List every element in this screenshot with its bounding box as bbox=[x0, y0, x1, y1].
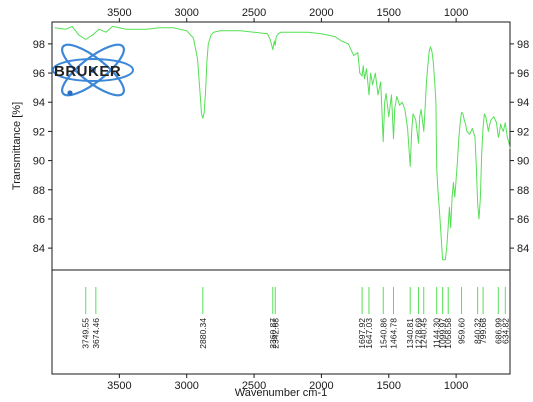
peak-label: 959.60 bbox=[457, 318, 467, 344]
peak-label: 1240.45 bbox=[419, 318, 429, 349]
top-x-tick-label: 3500 bbox=[107, 7, 131, 19]
bottom-x-tick-label: 3000 bbox=[174, 380, 198, 392]
x-axis-label: Wavenumber cm-1 bbox=[235, 387, 328, 399]
peak-label: 1058.58 bbox=[443, 318, 453, 349]
right-y-tick-label: 94 bbox=[517, 97, 529, 109]
left-y-tick-label: 88 bbox=[33, 185, 45, 197]
peak-label: 2360.87 bbox=[268, 318, 278, 349]
left-y-tick-label: 84 bbox=[33, 243, 45, 255]
bottom-x-tick-label: 2500 bbox=[242, 380, 266, 392]
peak-label: 3749.55 bbox=[81, 318, 91, 349]
y-axis-label: Transmittance [%] bbox=[11, 102, 23, 190]
peak-label: 799.68 bbox=[478, 318, 488, 344]
plot-frame bbox=[51, 21, 511, 375]
bottom-x-tick-label: 3500 bbox=[107, 380, 131, 392]
right-y-tick-label: 98 bbox=[517, 39, 529, 51]
left-y-tick-label: 94 bbox=[33, 97, 45, 109]
left-y-tick-label: 92 bbox=[33, 126, 45, 138]
peak-label: 2880.34 bbox=[198, 318, 208, 349]
bottom-x-tick-label: 1500 bbox=[377, 380, 401, 392]
top-x-ticks: 3500 3000 2500 2000 1500 1000 bbox=[107, 7, 468, 22]
left-y-ticks: 84 86 88 90 92 94 96 98 bbox=[33, 39, 52, 255]
right-y-tick-label: 92 bbox=[517, 126, 529, 138]
peak-label: 634.82 bbox=[500, 318, 510, 344]
logo-nucleus bbox=[90, 67, 96, 73]
peak-label: 2342.68 bbox=[270, 318, 280, 349]
bottom-x-tick-label: 2000 bbox=[309, 380, 333, 392]
logo-orbit-2 bbox=[61, 43, 125, 97]
peak-label: 686.99 bbox=[493, 318, 503, 344]
right-y-tick-label: 88 bbox=[517, 185, 529, 197]
peak-label: 3674.46 bbox=[91, 318, 101, 349]
peak-label: 1697.92 bbox=[357, 318, 367, 349]
bottom-x-ticks: 3500 3000 2500 2000 1500 1000 bbox=[107, 374, 468, 392]
top-x-tick-label: 2000 bbox=[309, 7, 333, 19]
right-y-tick-label: 84 bbox=[517, 243, 529, 255]
peak-label: 1278.69 bbox=[414, 318, 424, 349]
logo-wordmark: BRUKER bbox=[54, 63, 121, 80]
right-y-tick-label: 96 bbox=[517, 68, 529, 80]
left-y-tick-label: 96 bbox=[33, 68, 45, 80]
left-y-tick-label: 90 bbox=[33, 156, 45, 168]
top-x-tick-label: 2500 bbox=[242, 7, 266, 19]
right-y-tick-label: 90 bbox=[517, 156, 529, 168]
right-y-tick-label: 86 bbox=[517, 214, 529, 226]
spectrum-line bbox=[54, 25, 511, 261]
logo-orbit-1 bbox=[61, 43, 125, 97]
left-y-tick-label: 98 bbox=[33, 39, 45, 51]
top-x-tick-label: 3000 bbox=[174, 7, 198, 19]
bottom-x-tick-label: 1000 bbox=[444, 380, 468, 392]
top-x-tick-label: 1000 bbox=[444, 7, 468, 19]
peak-label: 840.32 bbox=[473, 318, 483, 344]
peak-label: 1340.81 bbox=[405, 318, 415, 349]
peak-label: 1099.97 bbox=[438, 318, 448, 349]
bruker-logo: BRUKER bbox=[52, 43, 134, 97]
top-x-tick-label: 1500 bbox=[377, 7, 401, 19]
peak-label: 1540.86 bbox=[378, 318, 388, 349]
right-y-ticks: 84 86 88 90 92 94 96 98 bbox=[510, 39, 529, 255]
logo-orbit-3 bbox=[52, 58, 134, 82]
peak-label: 1464.78 bbox=[389, 318, 399, 349]
left-y-tick-label: 86 bbox=[33, 214, 45, 226]
spectrum-series bbox=[54, 25, 511, 261]
peak-label: 1144.30 bbox=[432, 318, 442, 348]
peak-label: 1647.03 bbox=[364, 318, 374, 349]
logo-electron bbox=[67, 90, 73, 96]
